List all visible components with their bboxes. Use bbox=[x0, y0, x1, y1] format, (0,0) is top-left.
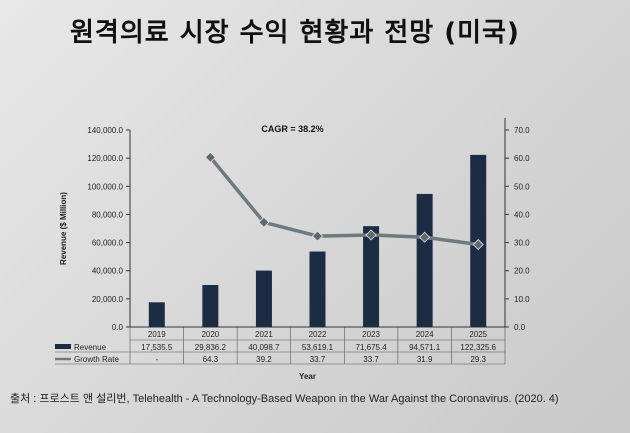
y-tick-label: 120,000.0 bbox=[87, 154, 123, 163]
x-tick-label: 2023 bbox=[362, 330, 380, 339]
x-axis-title: Year bbox=[299, 372, 316, 381]
growth-data-label: 39.2 bbox=[256, 355, 272, 364]
y2-tick-label: 40.0 bbox=[514, 210, 530, 219]
growth-data-label: 33.7 bbox=[310, 355, 326, 364]
x-tick-label: 2021 bbox=[255, 330, 273, 339]
y-tick-label: 80,000.0 bbox=[92, 210, 124, 219]
y2-tick-label: 20.0 bbox=[514, 267, 530, 276]
y2-tick-label: 10.0 bbox=[514, 295, 530, 304]
growth-rate-line bbox=[209, 156, 479, 247]
revenue-data-label: 53,619.1 bbox=[302, 343, 334, 352]
y2-tick-label: 70.0 bbox=[514, 126, 530, 135]
growth-rate-marker bbox=[419, 231, 431, 243]
cagr-annotation: CAGR = 38.2% bbox=[261, 124, 323, 134]
x-tick-label: 2025 bbox=[469, 330, 487, 339]
bar-revenue bbox=[202, 285, 219, 327]
revenue-data-label: 17,535.5 bbox=[141, 343, 173, 352]
growth-data-label: - bbox=[155, 355, 158, 364]
growth-rate-marker bbox=[258, 216, 270, 228]
source-note: 출처 : 프로스트 앤 설리번, Telehealth - A Technolo… bbox=[10, 393, 559, 405]
bar-revenue bbox=[148, 302, 165, 327]
y-tick-label: 100,000.0 bbox=[87, 182, 123, 191]
growth-rate-marker bbox=[204, 151, 216, 163]
growth-data-label: 31.9 bbox=[417, 355, 433, 364]
revenue-data-label: 29,836.2 bbox=[195, 343, 227, 352]
growth-rate-marker bbox=[365, 229, 377, 241]
bar-revenue bbox=[363, 226, 380, 327]
bar-revenue bbox=[416, 193, 433, 327]
y2-tick-label: 60.0 bbox=[514, 154, 530, 163]
chart-title: 원격의료 시장 수익 현황과 전망 (미국) bbox=[70, 18, 520, 48]
y-axis-title: Revenue ($ Million) bbox=[59, 192, 68, 265]
growth-data-label: 29.3 bbox=[470, 355, 486, 364]
bar-revenue bbox=[309, 251, 326, 327]
y2-tick-label: 30.0 bbox=[514, 239, 530, 248]
x-tick-label: 2024 bbox=[416, 330, 434, 339]
legend-label-revenue: Revenue bbox=[74, 343, 107, 352]
revenue-data-label: 122,325.6 bbox=[460, 343, 496, 352]
revenue-data-label: 40,098.7 bbox=[248, 343, 280, 352]
y2-tick-label: 50.0 bbox=[514, 182, 530, 191]
growth-data-label: 64.3 bbox=[203, 355, 219, 364]
legend-label-growth: Growth Rate bbox=[74, 355, 119, 364]
y-tick-label: 40,000.0 bbox=[92, 267, 124, 276]
revenue-data-label: 71,675.4 bbox=[356, 343, 388, 352]
y-tick-label: 20,000.0 bbox=[92, 295, 124, 304]
growth-rate-marker bbox=[472, 238, 484, 251]
bar-revenue bbox=[255, 270, 272, 327]
y-tick-label: 140,000.0 bbox=[87, 126, 123, 135]
x-tick-label: 2022 bbox=[309, 330, 327, 339]
growth-data-label: 33.7 bbox=[363, 355, 379, 364]
legend-key-revenue bbox=[55, 344, 71, 349]
y-tick-label: 0.0 bbox=[112, 323, 124, 332]
revenue-data-label: 94,571.1 bbox=[409, 343, 441, 352]
y2-tick-label: 0.0 bbox=[514, 323, 526, 332]
y-tick-label: 60,000.0 bbox=[92, 239, 124, 248]
x-tick-label: 2020 bbox=[201, 330, 219, 339]
x-tick-label: 2019 bbox=[148, 330, 166, 339]
growth-rate-marker bbox=[311, 230, 324, 242]
